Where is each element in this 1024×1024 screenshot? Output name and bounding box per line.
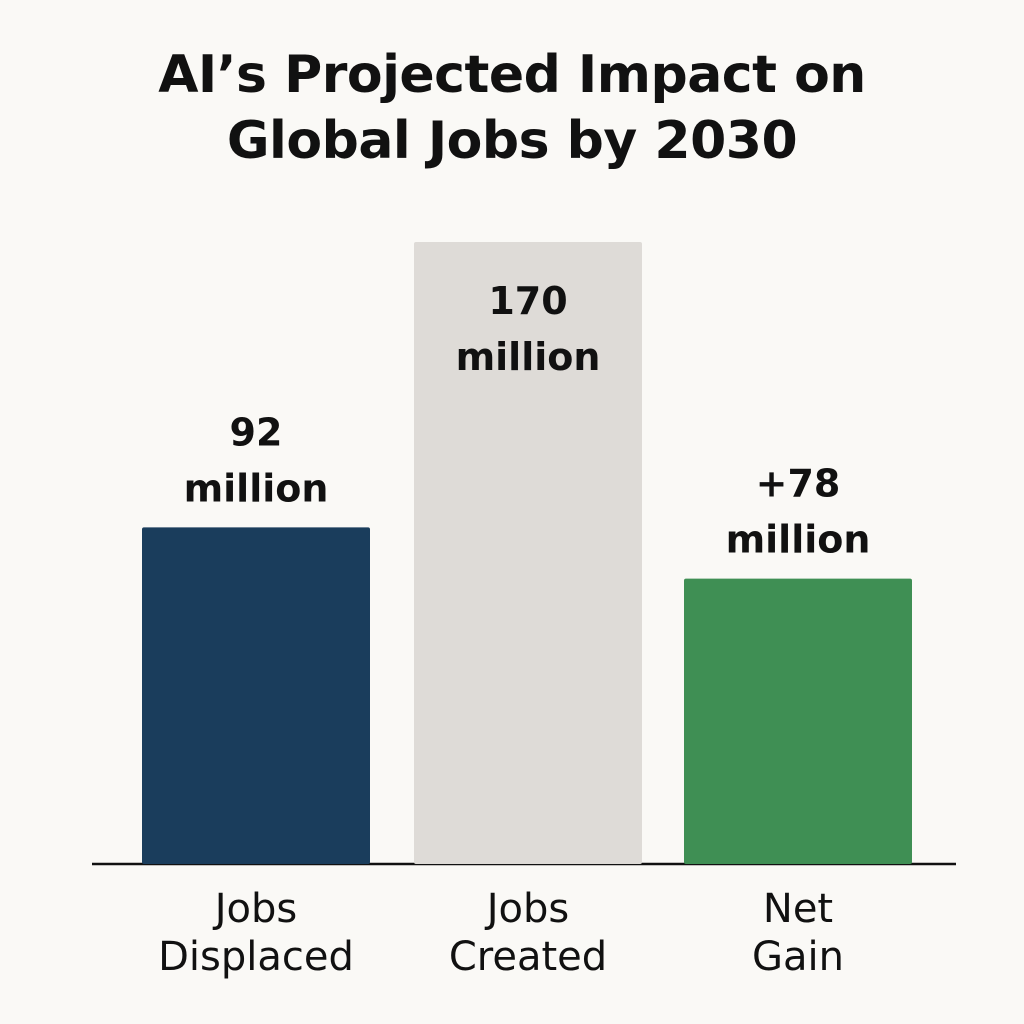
value-label-jobs-created-line-1: 170	[488, 279, 567, 323]
value-label-net-gain-line-2: million	[726, 518, 871, 562]
chart-title-line-1: AI’s Projected Impact on	[158, 45, 866, 105]
value-label-jobs-created-line-2: million	[456, 335, 601, 379]
value-label-jobs-displaced-line-1: 92	[230, 410, 283, 454]
chart-title-line-2: Global Jobs by 2030	[226, 111, 798, 171]
value-labels-group: 92 million 170 million +78 million	[184, 279, 871, 562]
bar-net-gain	[684, 578, 912, 864]
category-label-jobs-displaced-line-2: Displaced	[158, 934, 354, 980]
category-label-jobs-created-line-2: Created	[449, 934, 607, 980]
category-label-jobs-displaced-line-1: Jobs	[212, 886, 298, 932]
bar-jobs-created	[414, 242, 642, 864]
bar-jobs-displaced	[142, 527, 370, 864]
value-label-net-gain-line-1: +78	[756, 462, 841, 506]
category-label-net-gain-line-2: Gain	[752, 934, 844, 980]
bars-group	[142, 242, 912, 864]
category-label-net-gain-line-1: Net	[763, 886, 833, 932]
category-label-jobs-created-line-1: Jobs	[484, 886, 570, 932]
chart-title: AI’s Projected Impact on Global Jobs by …	[0, 42, 1024, 174]
value-label-jobs-displaced-line-2: million	[184, 466, 329, 510]
